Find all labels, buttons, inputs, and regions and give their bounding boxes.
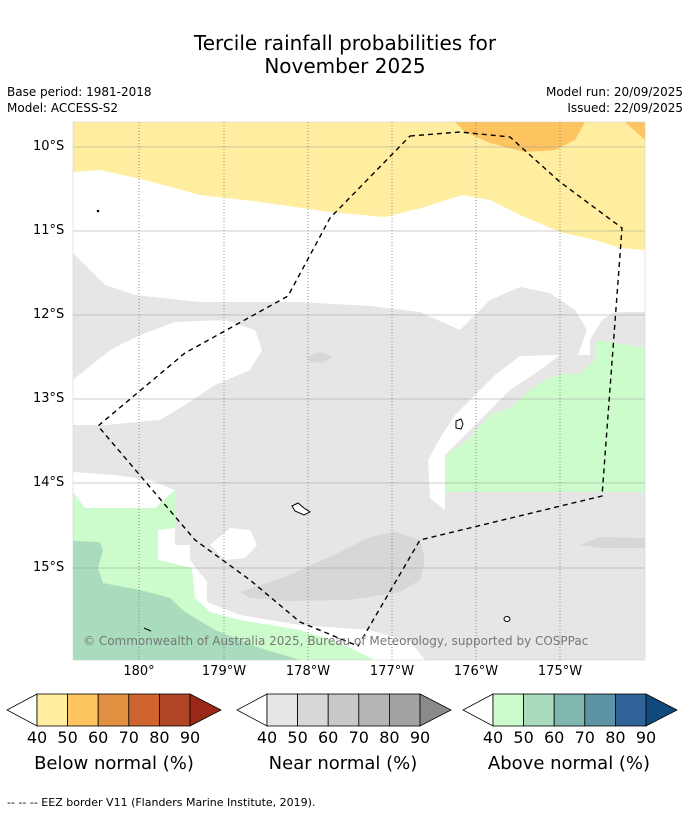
map-frame xyxy=(72,121,646,661)
below-tick-90: 90 xyxy=(179,728,201,747)
copyright-text: © Commonwealth of Australia 2025, Bureau… xyxy=(83,634,588,648)
above-tick-40: 40 xyxy=(482,728,504,747)
near-normal-50-60-patch-east xyxy=(580,537,645,548)
near-swatch-40-50 xyxy=(266,693,299,727)
legend-near-colorbar xyxy=(236,693,452,727)
lon-label-175w: 175°W xyxy=(537,664,583,679)
above-tick-80: 80 xyxy=(605,728,626,747)
lat-label-14s: 14°S xyxy=(33,475,65,490)
below-tick-50: 50 xyxy=(57,728,78,747)
above-extend-high xyxy=(645,693,678,727)
model-name: Model: ACCESS-S2 xyxy=(7,101,119,115)
below-swatch-60-70 xyxy=(97,693,130,727)
above-extend-low xyxy=(462,693,494,727)
title-line-1: Tercile rainfall probabilities for xyxy=(193,31,497,55)
title-line-2: November 2025 xyxy=(264,54,426,78)
lat-label-11s: 11°S xyxy=(33,223,65,238)
map-title: Tercile rainfall probabilities for Novem… xyxy=(0,32,690,78)
below-normal-40-50-region xyxy=(73,122,645,250)
lon-label-176w: 176°W xyxy=(453,664,499,679)
eez-border xyxy=(97,131,623,647)
near-extend-high xyxy=(419,693,452,727)
near-tick-90: 90 xyxy=(409,728,431,747)
lat-label-13s: 13°S xyxy=(33,391,65,406)
near-swatch-80-90 xyxy=(388,693,421,727)
above-swatch-60-70 xyxy=(553,693,586,727)
lat-label-10s: 10°S xyxy=(33,139,65,154)
legend-above-title: Above normal (%) xyxy=(487,753,651,774)
near-tick-40: 40 xyxy=(256,728,278,747)
near-swatch-70-80 xyxy=(358,693,390,727)
legend-near-title: Near normal (%) xyxy=(268,753,418,774)
gridlines xyxy=(73,146,645,569)
meta-left: Base period: 1981-2018 Model: ACCESS-S2 xyxy=(7,84,152,116)
legend-below-title: Below normal (%) xyxy=(34,753,194,774)
island-e xyxy=(143,627,152,632)
above-normal-50-60-region xyxy=(73,541,300,660)
lon-label-178w: 178°W xyxy=(285,664,331,679)
legend-above-colorbar xyxy=(462,693,678,727)
above-swatch-50-60 xyxy=(523,693,555,727)
above-tick-70: 70 xyxy=(574,728,595,747)
islands xyxy=(96,209,511,632)
lon-label-177w: 177°W xyxy=(369,664,415,679)
near-tick-50: 50 xyxy=(287,728,308,747)
legend-below-colorbar xyxy=(6,693,222,727)
near-normal-50-60-patch-north xyxy=(307,352,333,363)
island-d xyxy=(96,209,100,213)
white-gap-region xyxy=(210,528,257,560)
map-fields: © Commonwealth of Australia 2025, Bureau… xyxy=(73,122,645,660)
above-swatch-70-80 xyxy=(584,693,616,727)
above-tick-50: 50 xyxy=(513,728,534,747)
near-swatch-50-60 xyxy=(297,693,329,727)
base-period: Base period: 1981-2018 xyxy=(7,85,152,99)
below-swatch-50-60 xyxy=(67,693,99,727)
above-tick-90: 90 xyxy=(635,728,657,747)
issued-date: Issued: 22/09/2025 xyxy=(567,101,683,115)
above-swatch-40-50 xyxy=(492,693,525,727)
near-extend-low xyxy=(236,693,268,727)
island-c xyxy=(503,616,511,622)
above-normal-40-50-region-east xyxy=(445,340,645,492)
below-tick-60: 60 xyxy=(88,728,109,747)
below-normal-50-60-region xyxy=(455,122,585,152)
below-extend-low xyxy=(6,693,38,727)
above-swatch-80-90 xyxy=(615,693,647,727)
below-tick-80: 80 xyxy=(149,728,170,747)
lon-label-179w: 179°W xyxy=(201,664,247,679)
below-swatch-70-80 xyxy=(128,693,160,727)
near-swatch-60-70 xyxy=(327,693,360,727)
near-tick-70: 70 xyxy=(348,728,369,747)
below-normal-50-60-corner xyxy=(625,122,645,140)
meta-right: Model run: 20/09/2025 Issued: 22/09/2025 xyxy=(546,84,683,116)
below-extend-high xyxy=(189,693,222,727)
lat-label-12s: 12°S xyxy=(33,307,65,322)
near-normal-40-50-region xyxy=(73,253,645,660)
near-tick-60: 60 xyxy=(318,728,339,747)
near-normal-50-60-region xyxy=(240,532,425,601)
model-run: Model run: 20/09/2025 xyxy=(545,85,683,99)
eez-footnote: -- -- -- EEZ border V11 (Flanders Marine… xyxy=(7,796,316,809)
below-swatch-40-50 xyxy=(36,693,69,727)
below-swatch-80-90 xyxy=(158,693,191,727)
island-a xyxy=(455,418,464,430)
lat-label-15s: 15°S xyxy=(33,560,65,575)
above-tick-60: 60 xyxy=(544,728,565,747)
near-tick-80: 80 xyxy=(379,728,400,747)
below-tick-40: 40 xyxy=(26,728,48,747)
below-tick-70: 70 xyxy=(118,728,139,747)
lon-label-180: 180° xyxy=(123,664,155,679)
island-b xyxy=(291,502,311,516)
